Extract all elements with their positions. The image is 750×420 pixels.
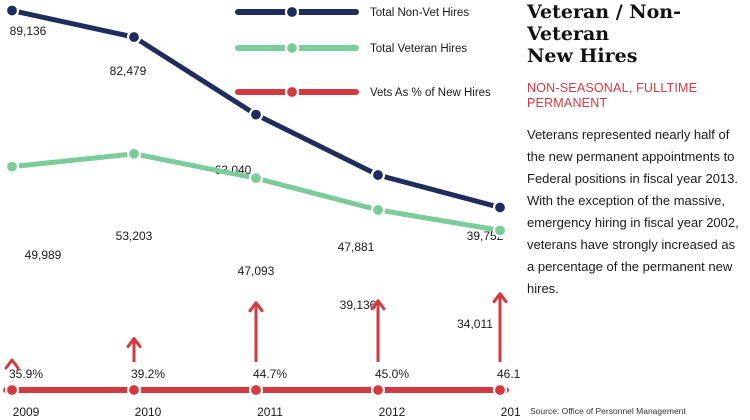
chart-subtitle: NON-SEASONAL, FULLTIME PERMANENT [527, 81, 742, 111]
data-label-pct-2009: 35.9% [9, 367, 43, 381]
legend-marker-2 [284, 84, 300, 100]
data-label-non-vet-2009: 89,136 [10, 24, 47, 38]
data-label-veteran-2013: 34,011 [457, 317, 493, 331]
point-pct-2013 [492, 382, 508, 398]
hires-chart: Total Non-Vet Hires Total Veteran Hires Ve… [3, 3, 520, 419]
point-veteran-2011 [248, 171, 264, 186]
series-line-veteran [9, 151, 503, 233]
point-pct-2012 [370, 382, 386, 398]
point-veteran-2012 [370, 202, 386, 218]
point-non-vet-2013 [492, 200, 508, 215]
pct-arrow-head-2010 [126, 337, 142, 349]
data-label-pct-2010: 39.2% [131, 367, 165, 381]
data-label-pct-2013: 46.1% [497, 367, 520, 381]
chart-title-line-2: New Hires [527, 45, 638, 67]
pct-arrow-head-2012 [370, 299, 386, 311]
side-panel: Veteran / Non-Veteran New Hires NON-SEAS… [527, 0, 742, 300]
point-veteran-2010 [126, 146, 142, 161]
point-pct-2010 [126, 382, 142, 398]
data-label-veteran-2010: 53,203 [116, 229, 153, 243]
chart-subtitle-line-1: NON-SEASONAL, FULLTIME [527, 81, 698, 95]
chart-title-line-1: Veteran / Non-Veteran [527, 1, 681, 45]
legend-label-1: Total Veteran Hires [370, 43, 467, 55]
x-tick-label-2009: 2009 [13, 405, 40, 419]
data-label-pct-2011: 44.7% [253, 367, 287, 381]
x-tick-label-2012: 2012 [379, 405, 406, 419]
chart-subtitle-line-2: PERMANENT [527, 96, 608, 110]
point-pct-2011 [248, 382, 264, 398]
pct-arrow-head-2013 [492, 292, 508, 304]
point-non-vet-2012 [370, 167, 386, 183]
point-veteran-2009 [4, 159, 20, 174]
chart-title: Veteran / Non-Veteran New Hires [527, 1, 742, 67]
data-label-non-vet-2012: 47,881 [338, 240, 375, 254]
point-non-vet-2009 [4, 3, 20, 18]
x-tick-label-2010: 2010 [135, 405, 162, 419]
source-note: Source: Office of Personnel Management [530, 406, 686, 416]
point-non-vet-2010 [126, 29, 142, 45]
x-tick-label-2013: 2013 [501, 405, 520, 419]
data-label-veteran-2011: 47,093 [238, 264, 275, 278]
point-non-vet-2011 [248, 107, 264, 122]
data-label-non-vet-2010: 82,479 [110, 64, 147, 78]
data-label-pct-2012: 45.0% [375, 367, 409, 381]
pct-arrow-head-2009 [4, 358, 20, 370]
legend-marker-1 [284, 40, 300, 56]
legend-label-2: Vets As % of New Hires [370, 87, 491, 99]
pct-arrow-head-2011 [248, 301, 264, 313]
data-label-veteran-2009: 49,989 [25, 248, 62, 262]
legend-marker-0 [284, 4, 300, 20]
chart-description: Veterans represented nearly half of the … [527, 127, 739, 296]
legend-label-0: Total Non-Vet Hires [370, 7, 469, 19]
data-label-veteran-2012: 39,136 [340, 298, 377, 312]
point-veteran-2013 [492, 223, 508, 238]
x-tick-label-2011: 2011 [257, 405, 283, 419]
point-pct-2009 [4, 382, 20, 398]
